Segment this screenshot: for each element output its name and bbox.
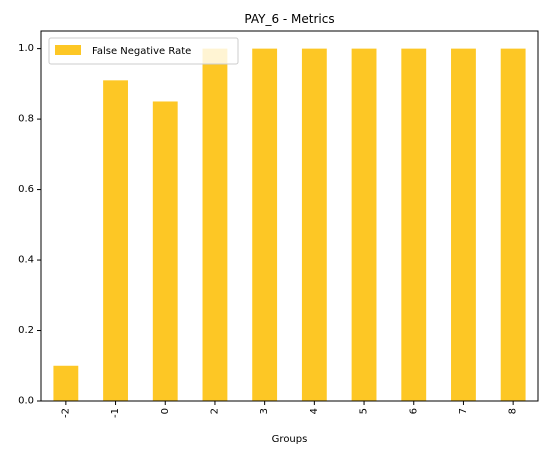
x-tick-label: 8 <box>508 408 519 414</box>
x-tick-label: 5 <box>359 408 370 414</box>
legend: False Negative Rate <box>48 37 239 65</box>
x-tick-label: 6 <box>408 408 419 414</box>
bar-4 <box>301 48 327 401</box>
y-tick-label: 0.4 <box>18 255 34 266</box>
plot-frame <box>40 30 539 402</box>
bar-6 <box>401 48 427 401</box>
y-tick-label: 0.8 <box>18 114 34 125</box>
x-tick-label: 4 <box>309 408 320 414</box>
bar-3 <box>252 48 278 401</box>
bars-group <box>53 48 526 401</box>
y-tick-label: 0.6 <box>18 184 34 195</box>
x-tick-label: 3 <box>259 408 270 414</box>
y-tick-label: 1.0 <box>18 43 34 54</box>
x-tick-label: 7 <box>458 408 469 414</box>
bar-8 <box>500 48 526 401</box>
chart-title: PAY_6 - Metrics <box>244 12 334 26</box>
y-tick-label: 0.2 <box>18 325 34 336</box>
y-tick-label: 0.0 <box>18 396 34 407</box>
y-axis: 0.0 0.2 0.4 0.6 0.8 1.0 <box>18 43 41 407</box>
legend-swatch <box>55 45 81 55</box>
bar-7 <box>451 48 476 401</box>
bar-5 <box>351 48 377 401</box>
legend-box <box>48 37 239 65</box>
x-axis-title: Groups <box>272 434 308 445</box>
x-tick-label: 0 <box>160 408 171 414</box>
bar-2 <box>202 48 228 401</box>
bar--1 <box>103 80 128 401</box>
legend-label: False Negative Rate <box>92 46 191 57</box>
bar--2 <box>53 365 79 401</box>
x-tick-label: -1 <box>110 408 121 418</box>
x-tick-label: -2 <box>60 408 71 418</box>
x-axis: -2 -1 0 2 3 4 5 6 7 8 <box>60 401 519 418</box>
x-tick-label: 2 <box>209 408 220 414</box>
bar-0 <box>152 101 178 401</box>
